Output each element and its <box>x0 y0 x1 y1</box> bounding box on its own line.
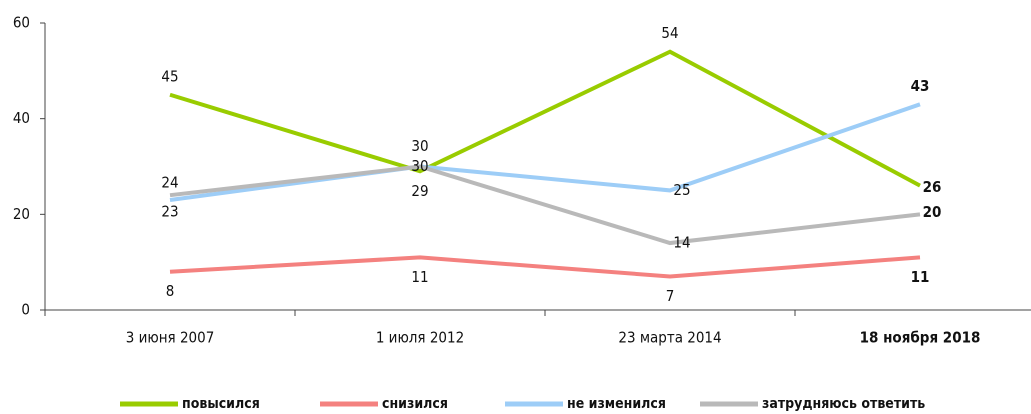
data-label: 14 <box>673 234 690 252</box>
data-label: 24 <box>161 174 178 192</box>
line-series <box>169 255 921 279</box>
y-tick-label: 40 <box>13 109 30 127</box>
data-label: 11 <box>411 268 428 286</box>
data-label: 54 <box>661 24 678 42</box>
x-tick-label: 3 июня 2007 <box>126 329 215 347</box>
x-tick-label: 23 марта 2014 <box>618 329 721 347</box>
data-label: 8 <box>166 282 175 300</box>
y-tick-label: 60 <box>13 14 30 32</box>
line-series <box>169 164 921 246</box>
data-label: 30 <box>411 137 428 155</box>
legend-label: не изменился <box>567 396 666 412</box>
y-tick-label: 20 <box>13 205 30 223</box>
data-label: 26 <box>923 178 942 196</box>
data-label: 25 <box>673 181 690 199</box>
data-label: 29 <box>411 182 428 200</box>
line-series <box>169 102 921 202</box>
data-label: 7 <box>666 287 675 305</box>
legend-label: снизился <box>382 396 448 412</box>
data-label: 23 <box>161 202 178 220</box>
x-tick-label: 1 июля 2012 <box>376 329 464 347</box>
legend-label: повысился <box>182 396 260 412</box>
y-tick-label: 0 <box>21 301 30 319</box>
line-series <box>169 49 921 188</box>
legend-label: затрудняюсь ответить <box>762 396 925 412</box>
data-label: 20 <box>923 203 942 221</box>
data-label: 45 <box>161 67 178 85</box>
data-label: 30 <box>411 157 428 175</box>
x-tick-label: 18 ноября 2018 <box>860 329 981 347</box>
data-label: 43 <box>911 77 930 95</box>
data-label: 11 <box>911 268 930 286</box>
